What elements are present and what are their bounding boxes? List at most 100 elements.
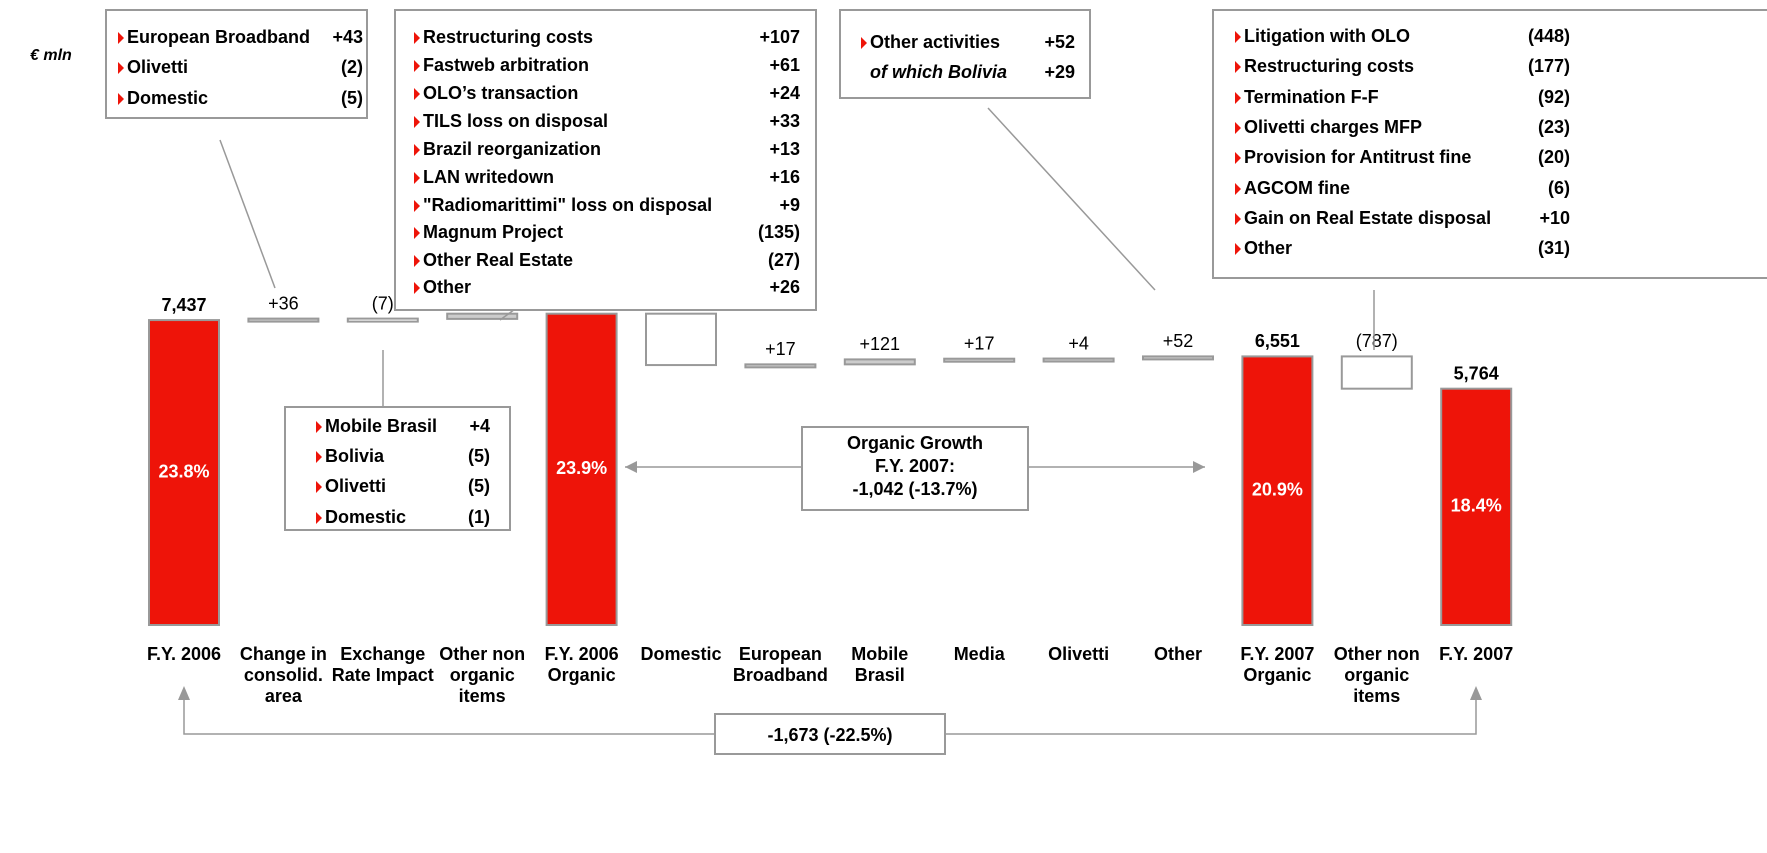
x-tick-label: Change in consolid. area — [240, 644, 327, 706]
x-tick-label: Other non organic items — [1334, 644, 1420, 706]
callout-label: European Broadband — [127, 27, 310, 47]
value-label: +17 — [765, 339, 796, 359]
total-change-text: -1,673 (-22.5%) — [767, 725, 892, 745]
x-tick-label: Exchange Rate Impact — [332, 644, 434, 685]
callout-label: TILS loss on disposal — [423, 111, 608, 131]
callout-label: Other — [423, 277, 471, 297]
value-label: 6,551 — [1255, 331, 1300, 351]
arrow-head — [178, 686, 190, 700]
bullet-arrow — [414, 227, 420, 239]
callout-label: Restructuring costs — [1244, 56, 1414, 76]
bullet-arrow — [1235, 122, 1241, 134]
callout-sub-label: of which Bolivia — [870, 62, 1007, 82]
bar — [1340, 355, 1413, 390]
bar — [1241, 355, 1314, 626]
value-label: +121 — [860, 334, 901, 354]
callout-label: OLO’s transaction — [423, 83, 578, 103]
organic-growth-text: -1,042 (-13.7%) — [852, 479, 977, 499]
callout-label: Other activities — [870, 32, 1000, 52]
value-label: +52 — [1163, 331, 1194, 351]
arrow-head — [625, 461, 637, 473]
callout-label: Olivetti — [127, 57, 188, 77]
callout-value: +61 — [769, 55, 800, 75]
callout-label: "Radiomarittimi" loss on disposal — [423, 195, 712, 215]
callout-value: (92) — [1538, 87, 1570, 107]
organic-growth-text: F.Y. 2007: — [875, 456, 955, 476]
bullet-arrow — [414, 32, 420, 44]
value-label: (7) — [372, 293, 394, 313]
x-tick-label: Media — [954, 644, 1006, 664]
callout-value: +13 — [769, 139, 800, 159]
x-tick-label: Other non organic items — [439, 644, 525, 706]
callout-label: Domestic — [127, 88, 208, 108]
margin-label: 23.8% — [158, 461, 209, 481]
bracket-line — [945, 700, 1477, 735]
x-tick-label: Olivetti — [1048, 644, 1109, 664]
x-tick-label: F.Y. 2007 — [1439, 644, 1513, 664]
leader-line — [219, 139, 276, 289]
bullet-arrow — [414, 60, 420, 72]
callout-value: (5) — [341, 88, 363, 108]
callout-label: LAN writedown — [423, 167, 554, 187]
callout-value: (23) — [1538, 117, 1570, 137]
bullet-arrow — [1235, 31, 1241, 43]
bar — [247, 317, 320, 323]
bullet-arrow — [861, 37, 867, 49]
x-tick-label: European Broadband — [733, 644, 828, 685]
bullet-arrow — [1235, 213, 1241, 225]
callout-value: +10 — [1539, 208, 1570, 228]
x-tick-label: Other — [1154, 644, 1202, 664]
total-change-box — [714, 713, 946, 755]
bullet-arrow — [414, 88, 420, 100]
callout-label: Mobile Brasil — [325, 416, 437, 436]
callout-value: (27) — [768, 250, 800, 270]
bullet-arrow — [118, 32, 124, 44]
callout-value: (2) — [341, 57, 363, 77]
bullet-arrow — [1235, 152, 1241, 164]
callout-label: Olivetti charges MFP — [1244, 117, 1422, 137]
bullet-arrow — [414, 172, 420, 184]
callout-value: (31) — [1538, 238, 1570, 258]
callout-box — [839, 9, 1091, 99]
bar — [346, 317, 419, 323]
callout-value: +33 — [769, 111, 800, 131]
callout-label: Provision for Antitrust fine — [1244, 147, 1471, 167]
value-label: +36 — [268, 293, 299, 313]
bullet-arrow — [118, 62, 124, 74]
bar — [1042, 357, 1115, 363]
callout-value: +26 — [769, 277, 800, 297]
callout-value: +16 — [769, 167, 800, 187]
callout-sub-value: +29 — [1044, 62, 1075, 82]
bar — [645, 312, 717, 367]
bullet-arrow — [1235, 243, 1241, 255]
callout-value: +107 — [759, 27, 800, 47]
unit-label: € mln — [30, 47, 72, 64]
callout-label: Brazil reorganization — [423, 139, 601, 159]
bullet-arrow — [414, 200, 420, 212]
callout-value: (5) — [468, 476, 490, 496]
organic-growth-text: Organic Growth — [847, 433, 983, 453]
x-tick-label: Mobile Brasil — [851, 644, 908, 685]
bar — [744, 363, 817, 369]
bullet-arrow — [414, 144, 420, 156]
callout-box — [394, 9, 817, 311]
callout-value: +52 — [1044, 32, 1075, 52]
margin-label: 18.4% — [1451, 496, 1502, 516]
bullet-arrow — [316, 451, 322, 463]
callout-value: (177) — [1528, 56, 1570, 76]
bullet-arrow — [316, 421, 322, 433]
callout-label: Restructuring costs — [423, 27, 593, 47]
callout-value: (20) — [1538, 147, 1570, 167]
arrow-head — [1470, 686, 1482, 700]
callout-box — [1212, 9, 1767, 279]
x-tick-label: F.Y. 2006 — [147, 644, 221, 664]
value-label: +17 — [964, 333, 995, 353]
bar — [545, 312, 618, 626]
x-tick-label: F.Y. 2007 Organic — [1240, 644, 1314, 685]
bullet-arrow — [414, 282, 420, 294]
callout-label: Magnum Project — [423, 222, 563, 242]
bar — [1440, 387, 1513, 626]
margin-label: 23.9% — [556, 458, 607, 478]
